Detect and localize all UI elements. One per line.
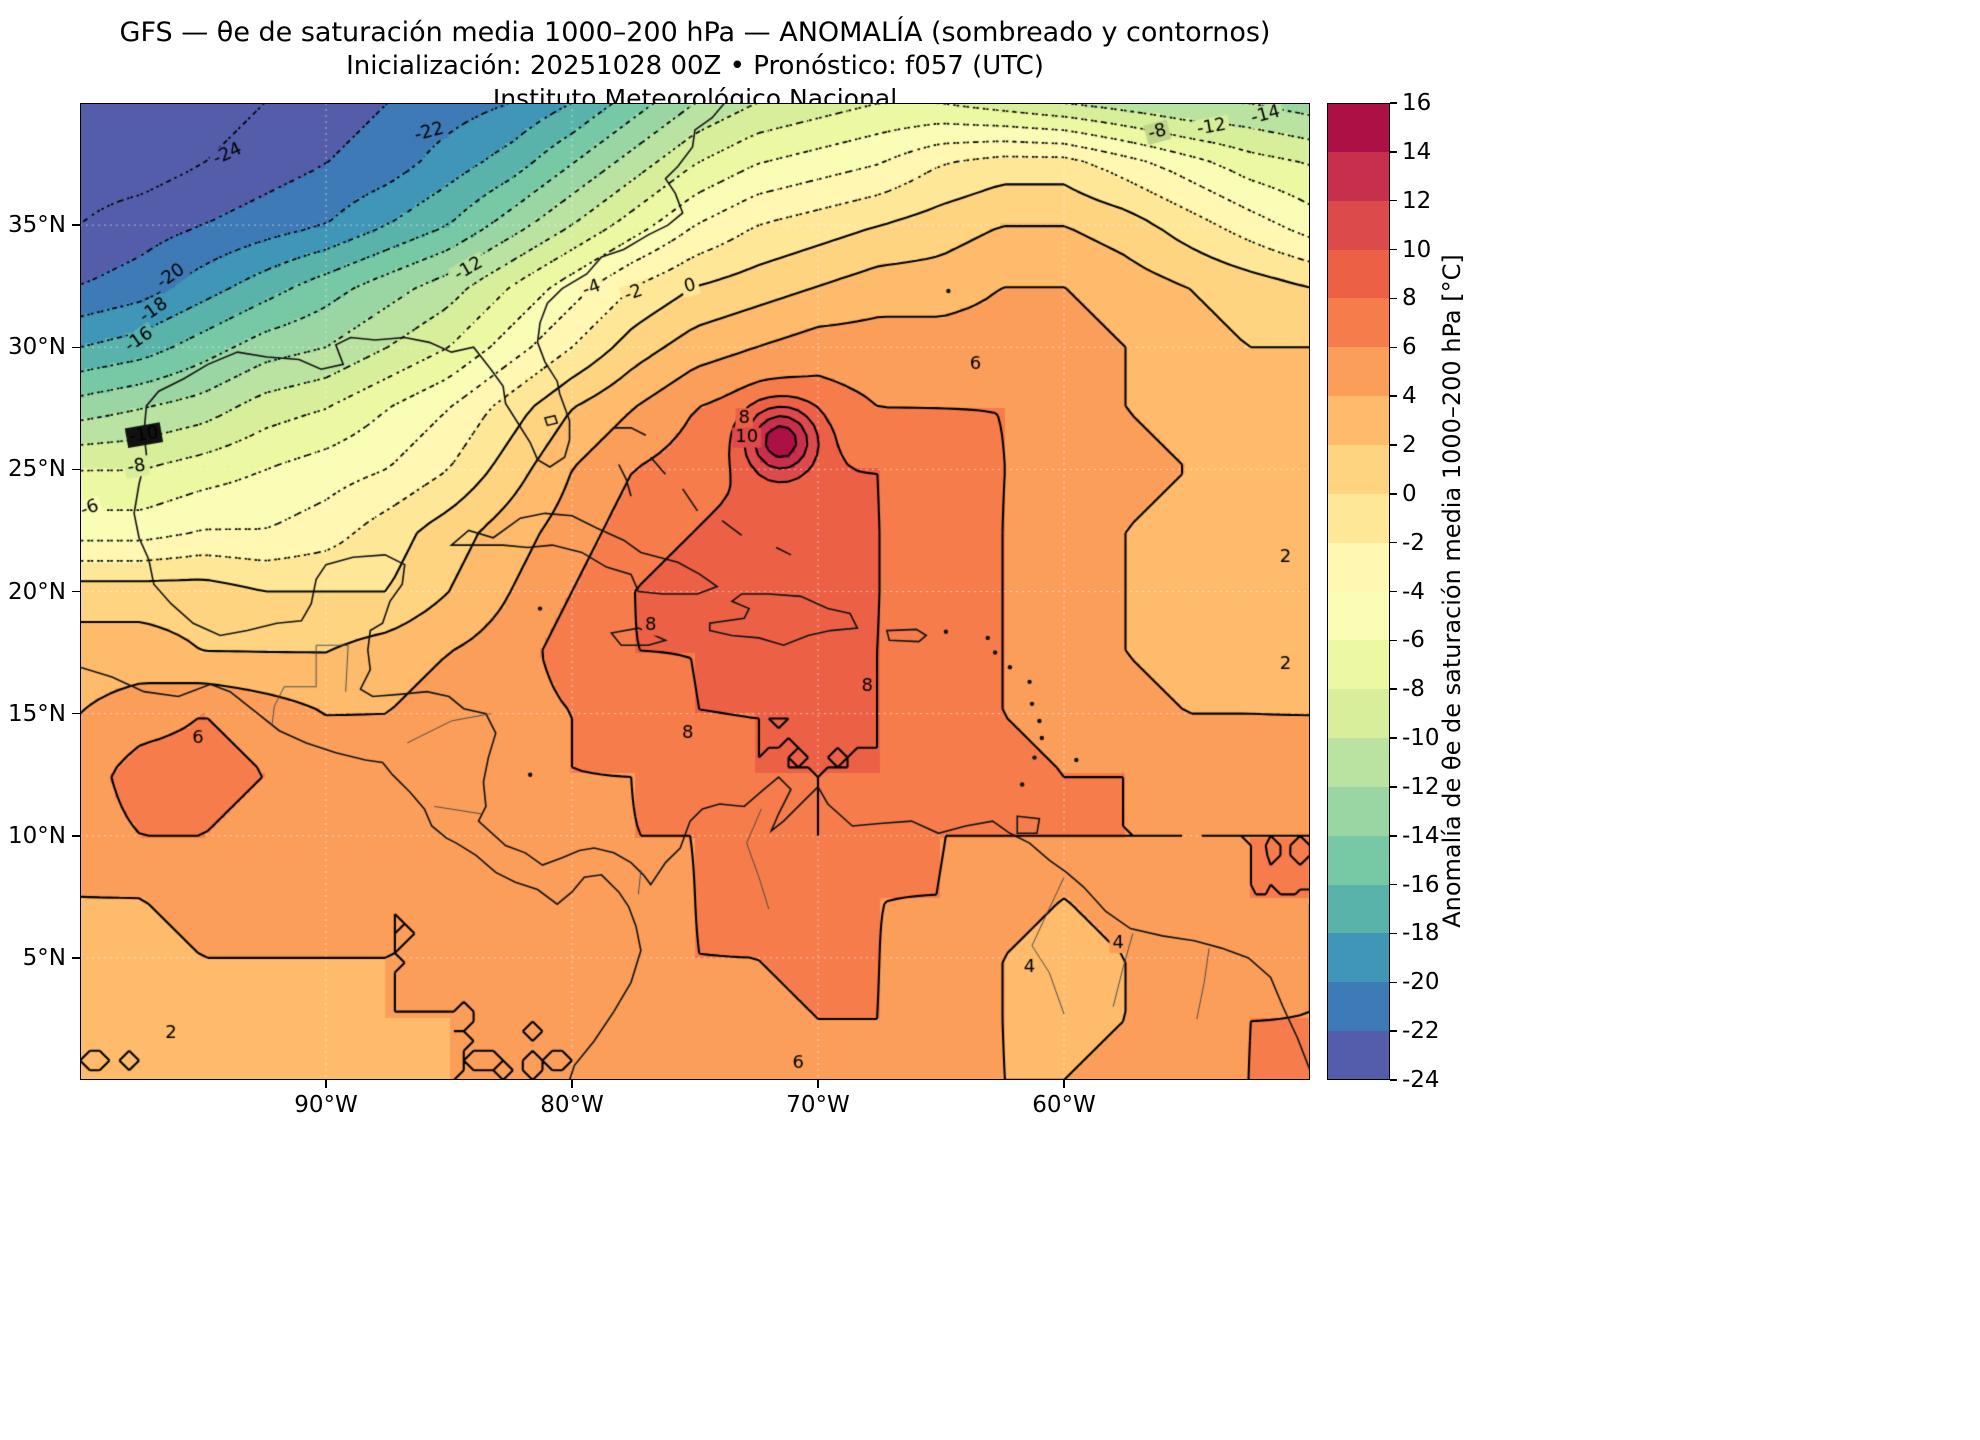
colorbar-tick-label: -24 bbox=[1402, 1067, 1440, 1093]
chart-title: GFS — θe de saturación media 1000–200 hP… bbox=[119, 17, 1271, 48]
colorbar-tick-mark bbox=[1390, 932, 1397, 935]
colorbar-swatch bbox=[1327, 737, 1390, 787]
x-tick-label: 60°W bbox=[1032, 1092, 1096, 1118]
colorbar-swatch bbox=[1327, 835, 1390, 885]
colorbar-tick-mark bbox=[1390, 346, 1397, 348]
colorbar-tick-mark bbox=[1390, 102, 1397, 104]
colorbar-tick-mark bbox=[1390, 493, 1397, 495]
colorbar-swatch bbox=[1327, 444, 1390, 494]
colorbar-tick-label: 14 bbox=[1402, 138, 1432, 165]
colorbar-tick-label: 0 bbox=[1402, 480, 1417, 507]
colorbar-tick-mark bbox=[1390, 883, 1397, 886]
y-tick-mark bbox=[72, 224, 80, 226]
x-tick-label: 90°W bbox=[294, 1092, 358, 1118]
colorbar-tick-mark bbox=[1390, 1079, 1397, 1081]
colorbar-swatch bbox=[1327, 542, 1390, 592]
anomaly-map-canvas bbox=[80, 103, 1310, 1080]
colorbar-tick-mark bbox=[1390, 688, 1397, 690]
colorbar-tick-label: -4 bbox=[1402, 578, 1425, 605]
colorbar-tick-label: -14 bbox=[1402, 822, 1440, 849]
colorbar-swatch bbox=[1327, 786, 1390, 836]
y-tick-label: 35°N bbox=[8, 212, 66, 239]
colorbar-tick-mark bbox=[1390, 297, 1397, 300]
colorbar-tick-mark bbox=[1390, 835, 1397, 837]
colorbar-swatch bbox=[1327, 396, 1390, 445]
y-tick-label: 10°N bbox=[8, 822, 66, 849]
colorbar-tick-label: -18 bbox=[1402, 920, 1440, 947]
y-tick-mark bbox=[72, 346, 80, 348]
colorbar-swatch bbox=[1327, 200, 1390, 250]
colorbar-tick-label: 4 bbox=[1402, 383, 1417, 410]
colorbar-tick-mark bbox=[1390, 786, 1397, 788]
colorbar-label: Anomalía de θe de saturación media 1000–… bbox=[1438, 254, 1466, 928]
x-tick-mark bbox=[325, 1080, 327, 1088]
y-tick-mark bbox=[72, 712, 80, 715]
colorbar-tick-mark bbox=[1390, 199, 1397, 202]
colorbar-swatch bbox=[1327, 689, 1390, 738]
colorbar-tick-label: -8 bbox=[1402, 676, 1425, 703]
colorbar-tick-mark bbox=[1390, 395, 1397, 397]
colorbar-tick-mark bbox=[1390, 541, 1397, 544]
y-tick-mark bbox=[72, 957, 80, 959]
colorbar-swatch bbox=[1327, 982, 1390, 1032]
x-tick-label: 70°W bbox=[786, 1092, 850, 1118]
colorbar-tick-label: -6 bbox=[1402, 627, 1425, 654]
colorbar-tick-label: 6 bbox=[1402, 334, 1417, 361]
colorbar-tick-mark bbox=[1390, 151, 1397, 153]
colorbar-swatch bbox=[1327, 640, 1390, 690]
colorbar-tick-label: -20 bbox=[1402, 969, 1440, 996]
chart-subtitle: Inicialización: 20251028 00Z • Pronóstic… bbox=[346, 51, 1044, 81]
colorbar-tick-mark bbox=[1390, 444, 1397, 446]
colorbar-tick-label: 16 bbox=[1402, 90, 1432, 116]
title-block: GFS — θe de saturación media 1000–200 hP… bbox=[80, 16, 1310, 115]
colorbar-tick-mark bbox=[1390, 737, 1397, 739]
x-tick-mark bbox=[1063, 1080, 1065, 1088]
y-tick-label: 30°N bbox=[8, 334, 66, 361]
colorbar-tick-mark bbox=[1390, 981, 1397, 984]
colorbar-tick-label: -10 bbox=[1402, 725, 1440, 752]
colorbar-swatch bbox=[1327, 347, 1390, 397]
colorbar-tick-mark bbox=[1390, 590, 1397, 593]
colorbar-tick-label: -12 bbox=[1402, 773, 1440, 800]
colorbar-swatch bbox=[1327, 884, 1390, 934]
colorbar-swatch bbox=[1327, 103, 1390, 152]
colorbar-swatch bbox=[1327, 151, 1390, 201]
y-tick-label: 15°N bbox=[8, 700, 66, 727]
colorbar-tick-label: 2 bbox=[1402, 431, 1417, 458]
y-tick-label: 20°N bbox=[8, 578, 66, 605]
colorbar-swatch bbox=[1327, 1031, 1390, 1080]
colorbar-swatch bbox=[1327, 249, 1390, 299]
colorbar-tick-mark bbox=[1390, 1030, 1397, 1032]
colorbar-swatch bbox=[1327, 493, 1390, 543]
colorbar-tick-mark bbox=[1390, 248, 1397, 251]
colorbar-tick-mark bbox=[1390, 639, 1397, 642]
x-tick-label: 80°W bbox=[540, 1092, 604, 1118]
y-tick-label: 5°N bbox=[22, 944, 66, 971]
colorbar-tick-label: 8 bbox=[1402, 285, 1417, 312]
colorbar bbox=[1327, 103, 1390, 1080]
colorbar-tick-label: -22 bbox=[1402, 1018, 1440, 1045]
x-tick-mark bbox=[817, 1080, 819, 1088]
colorbar-swatch bbox=[1327, 933, 1390, 983]
colorbar-tick-label: -2 bbox=[1402, 529, 1425, 556]
y-tick-mark bbox=[72, 590, 80, 593]
colorbar-tick-label: -16 bbox=[1402, 871, 1440, 898]
colorbar-swatch bbox=[1327, 591, 1390, 641]
x-tick-mark bbox=[571, 1080, 573, 1088]
colorbar-tick-label: 12 bbox=[1402, 187, 1432, 214]
y-tick-label: 25°N bbox=[8, 456, 66, 483]
y-tick-mark bbox=[72, 468, 80, 471]
colorbar-swatch bbox=[1327, 298, 1390, 348]
colorbar-tick-label: 10 bbox=[1402, 236, 1432, 263]
y-tick-mark bbox=[72, 835, 80, 837]
